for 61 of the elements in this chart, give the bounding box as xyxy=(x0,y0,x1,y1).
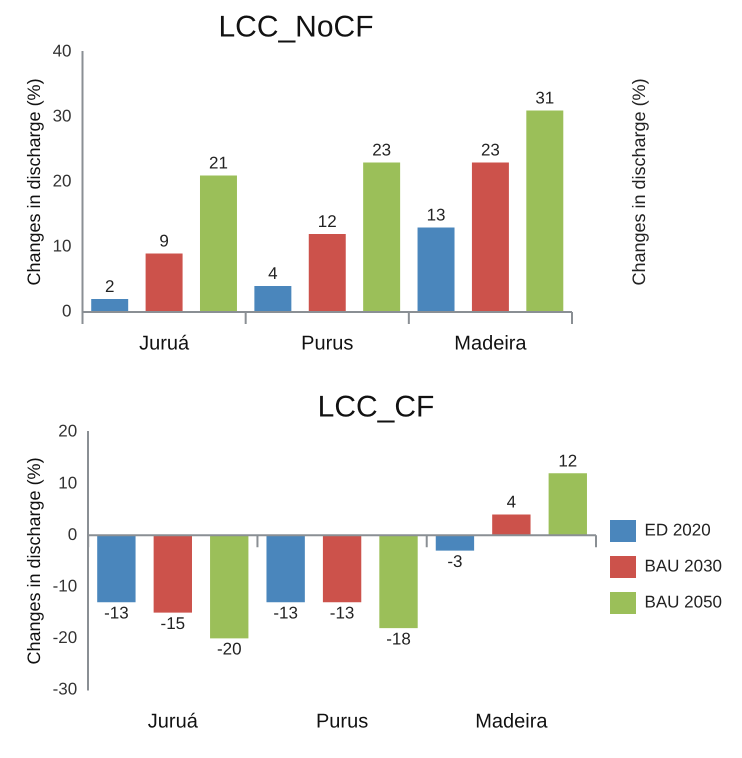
data-label: 21 xyxy=(209,154,228,173)
data-label: -13 xyxy=(330,603,354,622)
data-label: 12 xyxy=(318,212,337,232)
y-tick-label: 20 xyxy=(52,172,72,191)
bar xyxy=(254,286,292,312)
chart-title: LCC_NoCF xyxy=(218,10,374,44)
data-label: -3 xyxy=(447,552,462,571)
bar xyxy=(146,254,183,312)
data-label: 4 xyxy=(506,492,516,512)
data-label: -13 xyxy=(104,603,129,622)
data-label: 23 xyxy=(480,140,500,160)
y-tick-label: 20 xyxy=(58,422,78,441)
data-label: 13 xyxy=(426,206,446,225)
y-tick-label: 10 xyxy=(52,236,72,256)
text: Changes in discharge (%) xyxy=(628,78,649,286)
bar xyxy=(526,110,564,312)
bar xyxy=(308,234,346,312)
x-tick-label: Juruá xyxy=(139,332,190,355)
bar xyxy=(418,228,455,312)
y-axis-title: Changes in discharge (%) xyxy=(24,78,44,286)
data-label: 2 xyxy=(104,277,114,296)
x-tick-label: Madeira xyxy=(454,332,528,355)
data-label: -20 xyxy=(216,640,242,659)
bar xyxy=(154,535,192,613)
bar xyxy=(492,514,531,536)
data-label: 23 xyxy=(372,140,392,160)
bar xyxy=(472,162,509,312)
bar xyxy=(91,299,128,312)
bar xyxy=(266,535,305,602)
data-label: 4 xyxy=(268,264,278,284)
data-label: 31 xyxy=(535,88,554,108)
y-axis-title: Changes in discharge (%) xyxy=(24,457,44,665)
x-tick-label: Purus xyxy=(301,332,354,355)
x-tick-label: Madeira xyxy=(475,710,548,733)
y-tick-label: 40 xyxy=(52,42,72,61)
bar xyxy=(322,535,362,602)
legend-label: BAU 2030 xyxy=(644,556,722,576)
data-label: -18 xyxy=(386,629,411,648)
y-tick-label: 30 xyxy=(52,106,72,126)
y-tick-label: 0 xyxy=(62,302,72,321)
x-tick-label: Juruá xyxy=(148,710,199,733)
y-tick-label: -20 xyxy=(52,628,78,648)
x-tick-label: Purus xyxy=(316,710,368,733)
y-tick-label: 10 xyxy=(58,473,78,492)
data-label: -15 xyxy=(160,614,186,633)
bar xyxy=(548,473,587,536)
legend-label: BAU 2050 xyxy=(644,592,722,612)
bar xyxy=(363,162,400,312)
bar xyxy=(97,535,136,602)
data-label: 12 xyxy=(558,451,578,470)
bar xyxy=(200,176,237,312)
y-tick-label: -30 xyxy=(52,680,78,699)
data-label: 9 xyxy=(159,232,169,251)
legend-label: ED 2020 xyxy=(644,520,711,540)
y-tick-label: 0 xyxy=(68,524,78,544)
bar xyxy=(436,535,474,551)
data-label: -13 xyxy=(273,603,298,622)
y-tick-label: -10 xyxy=(52,576,78,596)
bar xyxy=(210,535,248,638)
bar xyxy=(379,535,418,628)
chart-title: LCC_CF xyxy=(318,390,434,424)
